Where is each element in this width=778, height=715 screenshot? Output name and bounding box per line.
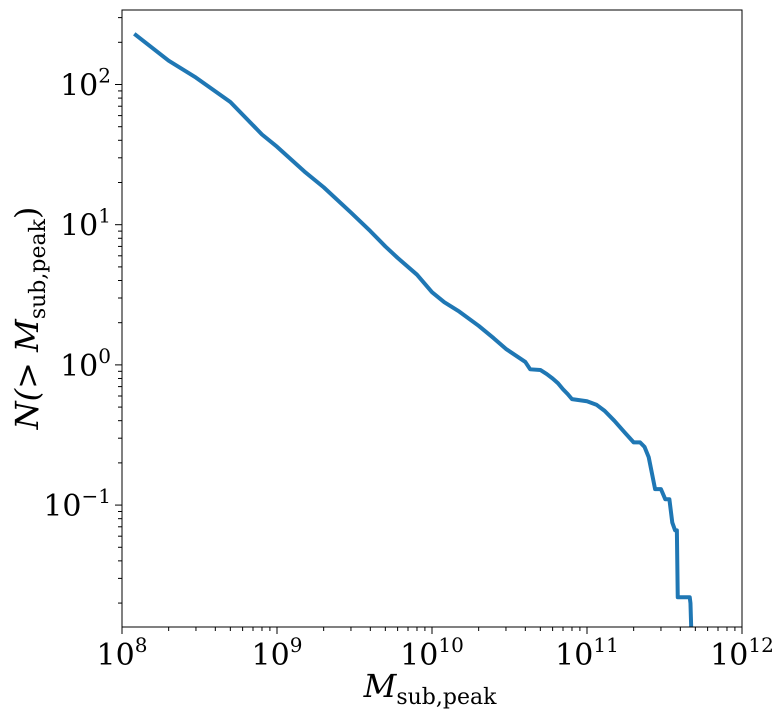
y-tick-label: 102 bbox=[60, 64, 111, 104]
series-line bbox=[133, 32, 694, 628]
x-axis-label: Msub,peak bbox=[363, 667, 498, 710]
x-tick-base: 10 bbox=[555, 638, 593, 673]
x-axis-ticks bbox=[121, 627, 743, 634]
x-tick-exponent: 8 bbox=[135, 633, 148, 657]
y-tick-exponent: −1 bbox=[82, 484, 111, 508]
x-tick-label: 109 bbox=[252, 633, 303, 673]
x-tick-exponent: 9 bbox=[290, 633, 303, 657]
x-tick-exponent: 11 bbox=[593, 633, 618, 657]
series-group bbox=[133, 32, 694, 628]
x-tick-base: 10 bbox=[97, 638, 135, 673]
y-axis-label-sub: sub,peak bbox=[26, 218, 51, 319]
x-tick-label: 1011 bbox=[555, 633, 619, 673]
y-axis-label: N(> Msub,peak) bbox=[8, 207, 51, 431]
y-tick-label: 10−1 bbox=[43, 484, 111, 524]
y-axis-label-prefix: N(> M bbox=[8, 318, 46, 430]
x-tick-label: 1012 bbox=[710, 633, 774, 673]
y-tick-label: 101 bbox=[60, 204, 111, 244]
x-tick-exponent: 10 bbox=[438, 633, 463, 657]
x-axis-label-sub: sub,peak bbox=[396, 685, 497, 710]
y-axis-label-suffix: ) bbox=[8, 207, 46, 219]
y-axis-ticks bbox=[115, 17, 122, 604]
y-tick-exponent: 2 bbox=[98, 64, 111, 88]
x-tick-base: 10 bbox=[710, 638, 748, 673]
y-tick-label: 100 bbox=[60, 344, 111, 384]
y-tick-base: 10 bbox=[60, 349, 98, 384]
y-tick-exponent: 1 bbox=[98, 204, 111, 228]
x-tick-label: 108 bbox=[97, 633, 148, 673]
y-tick-base: 10 bbox=[43, 489, 81, 524]
plot-background bbox=[122, 10, 742, 627]
x-tick-label: 1010 bbox=[400, 633, 464, 673]
plot-frame bbox=[121, 9, 743, 628]
y-tick-base: 10 bbox=[60, 209, 98, 244]
x-tick-base: 10 bbox=[252, 638, 290, 673]
y-tick-exponent: 0 bbox=[98, 344, 111, 368]
y-tick-base: 10 bbox=[60, 69, 98, 104]
x-tick-base: 10 bbox=[400, 638, 438, 673]
x-axis-label-main: M bbox=[363, 667, 398, 705]
x-tick-exponent: 12 bbox=[748, 633, 773, 657]
x-tick-labels: 108 109 1010 1011 1012 bbox=[97, 633, 774, 673]
